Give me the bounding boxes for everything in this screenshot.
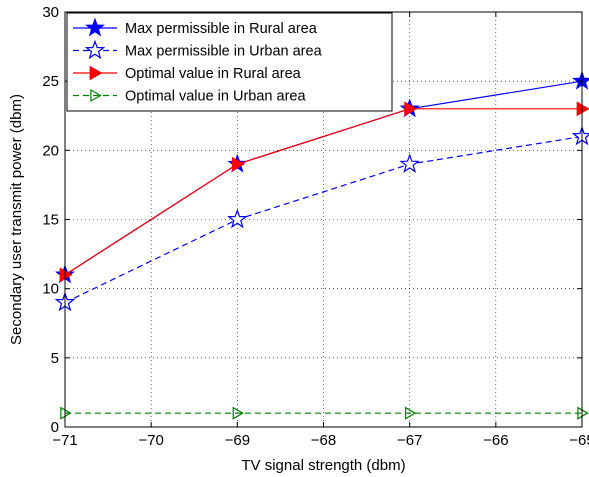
legend-label: Optimal value in Rural area <box>125 66 302 82</box>
legend-marker <box>85 17 105 37</box>
data-point <box>404 101 418 117</box>
data-point <box>227 208 248 229</box>
x-tick-label: −65 <box>569 432 589 449</box>
data-point <box>231 156 245 172</box>
x-tick-label: −69 <box>225 432 250 449</box>
x-tick-label: −66 <box>483 432 508 449</box>
data-point <box>576 101 589 117</box>
y-tick-label: 10 <box>42 281 59 298</box>
x-tick-label: −70 <box>138 432 163 449</box>
legend-item: Optimal value in Rural area <box>73 65 302 82</box>
y-tick-label: 20 <box>42 142 59 159</box>
legend: Max permissible in Rural area Max permiss… <box>66 12 393 112</box>
x-tick-label: −68 <box>311 432 336 449</box>
legend-label: Optimal value in Urban area <box>125 89 306 105</box>
legend-marker <box>89 65 103 81</box>
data-point <box>399 153 420 173</box>
legend-label: Max permissible in Rural area <box>125 21 318 37</box>
x-tick-label: −71 <box>52 432 77 449</box>
series-line <box>64 135 583 304</box>
y-tick-label: 30 <box>42 4 59 21</box>
y-tick-label: 25 <box>42 73 59 90</box>
series-4 <box>60 406 589 420</box>
series-line <box>64 108 582 276</box>
y-tick-label: 5 <box>51 350 59 367</box>
data-point <box>404 406 417 420</box>
data-point <box>59 267 73 283</box>
x-axis-label: TV signal strength (dbm) <box>241 457 405 474</box>
y-tick-label: 0 <box>51 419 59 436</box>
legend-item: Optimal value in Urban area <box>73 89 306 105</box>
legend-marker <box>90 88 102 103</box>
y-axis-label: Secondary user transmit power (dbm) <box>8 94 25 345</box>
data-point <box>60 406 72 420</box>
ticks: −71 −70 −69 −68 −67 −66 −65 0 5 10 15 20 25 30 <box>42 4 589 449</box>
legend-marker <box>84 39 106 60</box>
legend-label: Max permissible in Urban area <box>125 44 323 60</box>
x-tick-label: −67 <box>397 432 422 449</box>
legend-box <box>66 12 393 112</box>
legend-item: Max permissible in Urban area <box>73 39 323 60</box>
legend-item: Max permissible in Rural area <box>73 17 318 37</box>
data-point <box>232 406 245 420</box>
y-tick-label: 15 <box>42 212 59 229</box>
series-3 <box>59 101 589 283</box>
data-point <box>577 406 589 420</box>
